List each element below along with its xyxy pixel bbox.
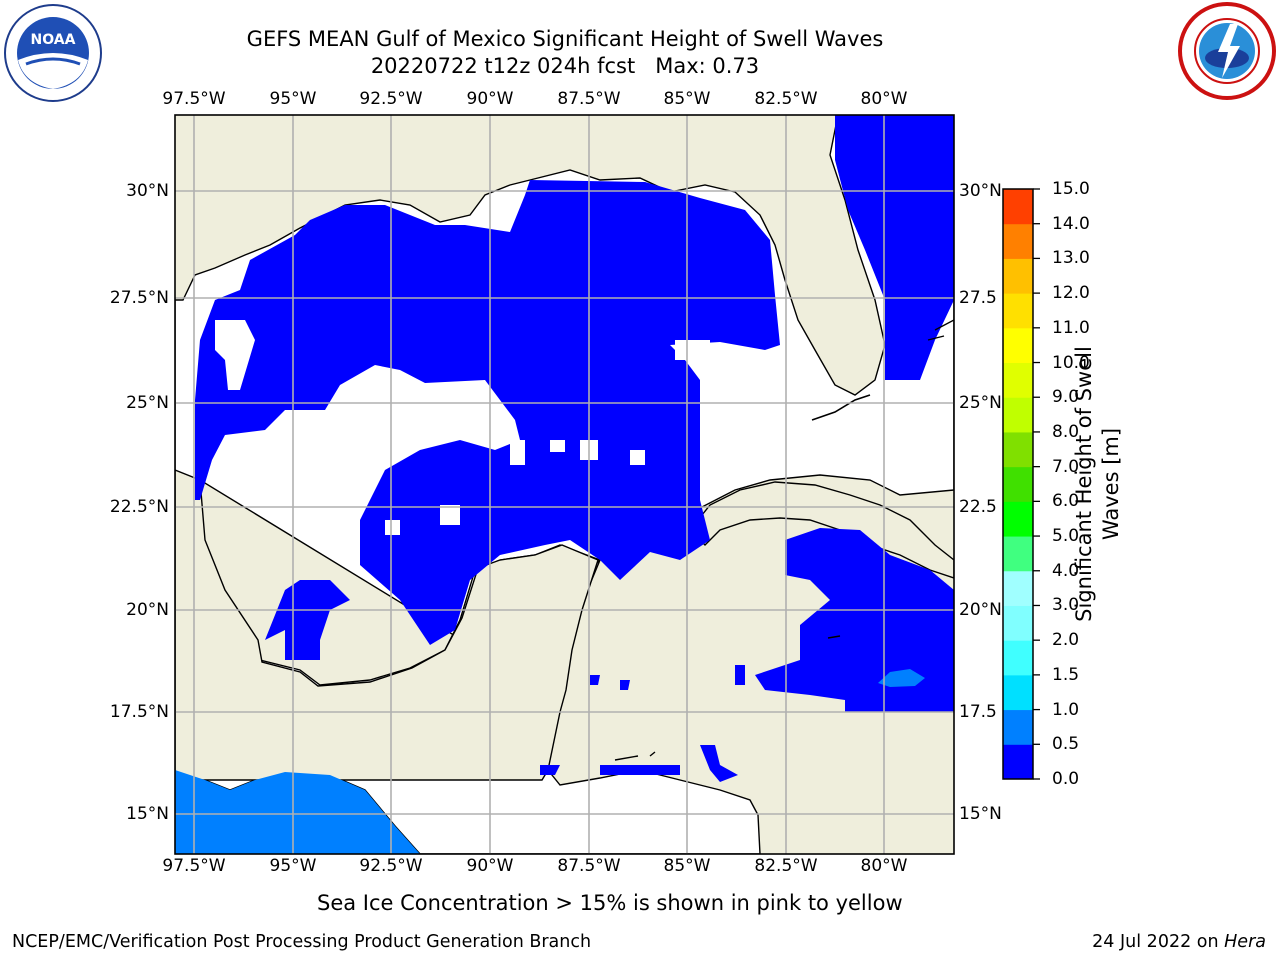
lon-tick-bottom: 95°W [269,856,317,876]
colorbar-tick-label: 7.0 [1052,456,1080,477]
colorbar-swatch [1003,362,1033,398]
colorbar-tick-label: 11.0 [1052,317,1090,338]
colorbar-swatch [1003,327,1033,364]
lat-tick-right: 20°N [959,600,1002,620]
colorbar-tick-label: 15.0 [1052,179,1090,199]
colorbar-tick-label: 0.5 [1052,734,1080,755]
chart-title-line1: GEFS MEAN Gulf of Mexico Significant Hei… [246,27,884,51]
caribbean-islands [614,635,841,761]
lon-tick-bottom: 87.5°W [557,856,621,876]
lat-tick-right: 30°N [959,181,1002,201]
lat-tick-left: 25°N [126,393,169,413]
lon-tick-top: 95°W [269,89,317,109]
lat-tick-right: 17.5 [959,702,997,722]
colorbar-swatch [1003,397,1033,433]
map-frame [174,114,955,855]
footer-date: 24 Jul 2022 on Hera [1092,932,1266,952]
colorbar-tick-label: 13.0 [1052,248,1090,269]
lat-tick-right: 15°N [959,804,1002,824]
lat-tick-left: 20°N [126,600,169,620]
lon-tick-top: 80°W [860,89,908,109]
colorbar-tick-label: 1.0 [1052,699,1080,720]
colorbar-tick-label: 3.0 [1052,595,1080,616]
lat-tick-left: 27.5°N [109,288,169,308]
lon-tick-top: 90°W [466,89,514,109]
lon-tick-top: 85°W [663,89,711,109]
cuba-land [689,481,954,579]
colorbar-swatch [1003,223,1033,259]
colorbar-tick-label: 12.0 [1052,283,1090,304]
lon-tick-top: 87.5°W [557,89,621,109]
lon-tick-bottom: 97.5°W [162,856,226,876]
colorbar-swatch [1003,744,1033,780]
colorbar-swatch [1003,189,1033,225]
swell-band-0 [195,115,954,782]
colorbar-tick-label: 4.0 [1052,560,1080,581]
colorbar-swatch [1003,466,1033,502]
lat-tick-right: 22.5 [959,497,997,517]
colorbar-tick-label: 5.0 [1052,526,1080,547]
footer-credit: NCEP/EMC/Verification Post Processing Pr… [12,932,592,952]
colorbar-swatch [1003,258,1033,294]
bahamas [927,319,954,341]
pacific-swell-band [175,770,420,854]
noaa-logo-text: NOAA [31,32,76,48]
lat-tick-right: 27.5 [959,288,997,308]
colorbar [1002,188,1040,780]
colorbar-tick-label: 8.0 [1052,421,1080,442]
lat-tick-left: 15°N [126,804,169,824]
lat-tick-right: 25°N [959,393,1002,413]
caribbean-swell-band-05 [878,669,925,687]
chart-title-line2: 20220722 t12z 024h fcst Max: 0.73 [370,54,760,78]
colorbar-swatch [1003,431,1033,468]
colorbar-tick-label: 9.0 [1052,387,1080,408]
footer-host: Hera [1224,932,1266,952]
map-gridlines [175,115,954,854]
colorbar-tick-label: 0.0 [1052,769,1080,789]
colorbar-swatch [1003,570,1033,606]
florida-keys [811,394,871,421]
lon-tick-top: 97.5°W [162,89,226,109]
colorbar-tick-label: 14.0 [1052,213,1090,234]
sea-ice-caption: Sea Ice Concentration > 15% is shown in … [317,891,903,915]
lon-tick-bottom: 82.5°W [754,856,818,876]
colorbar-swatch [1003,605,1033,641]
colorbar-swatch [1003,674,1033,711]
lon-tick-bottom: 92.5°W [359,856,423,876]
nws-logo [1178,2,1276,100]
lat-tick-left: 30°N [126,181,169,201]
lat-tick-left: 17.5°N [109,702,169,722]
colorbar-swatch [1003,501,1033,537]
colorbar-label: Significant Height of Swell Waves [m] [1072,346,1123,622]
colorbar-swatch [1003,293,1033,329]
lat-tick-left: 22.5°N [109,497,169,517]
lon-tick-bottom: 80°W [860,856,908,876]
lon-tick-top: 82.5°W [754,89,818,109]
colorbar-tick-label: 2.0 [1052,630,1080,651]
colorbar-tick-label: 10.0 [1052,352,1090,373]
colorbar-tick-label: 6.0 [1052,491,1080,512]
noaa-logo: NOAA [4,4,102,102]
colorbar-swatch [1003,640,1033,676]
colorbar-swatch [1003,709,1033,745]
colorbar-swatch [1003,536,1033,572]
lon-tick-top: 92.5°W [359,89,423,109]
footer-date-text: 24 Jul 2022 on [1092,932,1225,952]
colorbar-tick-label: 1.5 [1052,664,1080,685]
lon-tick-bottom: 85°W [663,856,711,876]
colorbar-frame [1002,188,1034,780]
lon-tick-bottom: 90°W [466,856,514,876]
